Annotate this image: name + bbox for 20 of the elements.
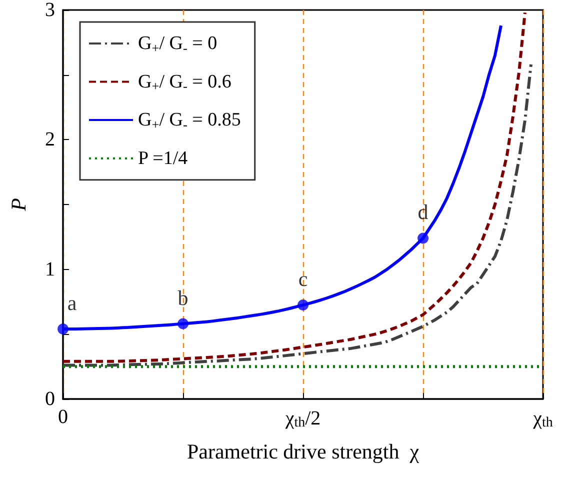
legend-label: P =1/4: [138, 148, 188, 169]
data-label: a: [67, 290, 78, 315]
data-label: b: [178, 286, 188, 310]
x-axis-title: Parametric drive strength χ: [186, 440, 420, 464]
point: [178, 318, 188, 330]
data-label: c: [298, 266, 308, 291]
point: [58, 323, 68, 334]
y-tick-label: 0: [45, 388, 55, 410]
legend-label: G+/ G- = 0.85: [138, 110, 241, 132]
point: [418, 232, 428, 244]
y-tick-label: 3: [45, 0, 55, 21]
line-series: [62, 62, 532, 367]
point: [298, 299, 308, 310]
y-axis-title: P: [6, 198, 30, 212]
legend-label: G+/ G- = 0: [138, 33, 218, 56]
y-tick-label: 2: [45, 128, 55, 151]
y-tick-label: 1: [45, 258, 55, 280]
legend-label: G+/ G- = 0.6: [138, 71, 232, 94]
line-series: [62, 11, 526, 363]
data-label: d: [418, 200, 429, 224]
